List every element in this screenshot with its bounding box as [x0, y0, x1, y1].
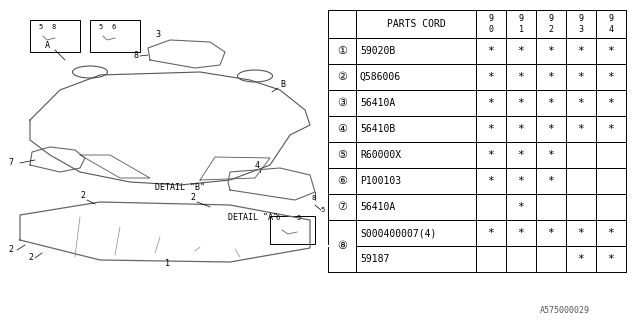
Text: 7: 7 — [8, 158, 13, 167]
Text: 59020B: 59020B — [360, 46, 396, 56]
Text: 2: 2 — [8, 245, 13, 254]
Text: R60000X: R60000X — [360, 150, 401, 160]
Text: *: * — [548, 150, 554, 160]
Text: *: * — [548, 228, 554, 238]
Text: 56410A: 56410A — [360, 202, 396, 212]
Text: PARTS CORD: PARTS CORD — [387, 19, 445, 29]
Text: *: * — [518, 202, 524, 212]
Text: ③: ③ — [337, 98, 347, 108]
Text: *: * — [518, 124, 524, 134]
Text: 9
4: 9 4 — [609, 14, 614, 34]
Text: *: * — [488, 72, 494, 82]
Text: ②: ② — [337, 72, 347, 82]
Text: 5: 5 — [98, 24, 102, 30]
Text: 1: 1 — [165, 259, 170, 268]
Text: *: * — [518, 72, 524, 82]
Text: B: B — [280, 80, 285, 89]
Text: Q586006: Q586006 — [360, 72, 401, 82]
Text: *: * — [518, 176, 524, 186]
Text: *: * — [518, 228, 524, 238]
Text: *: * — [578, 228, 584, 238]
Text: *: * — [548, 124, 554, 134]
Text: *: * — [548, 98, 554, 108]
Text: *: * — [488, 176, 494, 186]
Text: *: * — [578, 98, 584, 108]
Text: *: * — [607, 124, 614, 134]
Text: DETAIL "A": DETAIL "A" — [228, 213, 278, 222]
Text: ④: ④ — [337, 124, 347, 134]
Text: 4: 4 — [255, 161, 260, 170]
Text: DETAIL "B": DETAIL "B" — [155, 183, 205, 192]
Text: *: * — [578, 124, 584, 134]
Text: 59187: 59187 — [360, 254, 389, 264]
Text: 56410A: 56410A — [360, 98, 396, 108]
Text: *: * — [578, 46, 584, 56]
Text: 2: 2 — [28, 253, 33, 262]
Text: A: A — [45, 41, 50, 50]
Text: ⑦: ⑦ — [337, 202, 347, 212]
Text: *: * — [548, 46, 554, 56]
Text: *: * — [607, 228, 614, 238]
Text: *: * — [488, 124, 494, 134]
Text: 9
1: 9 1 — [518, 14, 524, 34]
Text: S000400007(4): S000400007(4) — [360, 228, 436, 238]
Text: *: * — [548, 176, 554, 186]
Text: *: * — [607, 254, 614, 264]
Text: 6: 6 — [112, 24, 116, 30]
Text: 9
2: 9 2 — [548, 14, 554, 34]
Text: P100103: P100103 — [360, 176, 401, 186]
Text: 2: 2 — [80, 191, 85, 200]
Text: 9
3: 9 3 — [579, 14, 584, 34]
Text: ⑤: ⑤ — [337, 150, 347, 160]
Text: 5: 5 — [38, 24, 42, 30]
Text: *: * — [518, 150, 524, 160]
Text: *: * — [488, 228, 494, 238]
Text: *: * — [607, 72, 614, 82]
Text: *: * — [578, 254, 584, 264]
Text: 2: 2 — [190, 193, 195, 202]
Text: *: * — [488, 46, 494, 56]
Text: *: * — [518, 98, 524, 108]
Text: 6: 6 — [276, 215, 280, 221]
Text: *: * — [607, 98, 614, 108]
Text: *: * — [488, 150, 494, 160]
Text: ⑥: ⑥ — [337, 176, 347, 186]
Text: 5: 5 — [296, 215, 300, 221]
Text: 5: 5 — [320, 207, 324, 213]
Text: *: * — [518, 46, 524, 56]
Text: 8: 8 — [52, 24, 56, 30]
Text: *: * — [578, 72, 584, 82]
Text: ①: ① — [337, 46, 347, 56]
Text: A575000029: A575000029 — [540, 306, 590, 315]
Text: 3: 3 — [155, 30, 160, 39]
Text: 8: 8 — [133, 51, 138, 60]
Text: ⑧: ⑧ — [337, 241, 347, 251]
Text: *: * — [548, 72, 554, 82]
Text: 56410B: 56410B — [360, 124, 396, 134]
Text: *: * — [607, 46, 614, 56]
Text: 9
0: 9 0 — [488, 14, 493, 34]
Text: 8: 8 — [311, 195, 316, 201]
Text: *: * — [488, 98, 494, 108]
